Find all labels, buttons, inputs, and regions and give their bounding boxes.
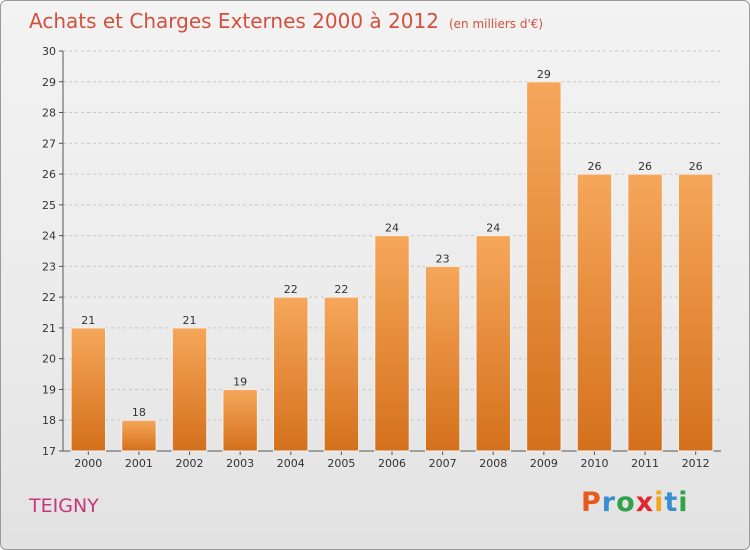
y-tick-label: 19 <box>42 383 56 396</box>
x-tick-label: 2009 <box>530 457 558 470</box>
bar-value-label: 21 <box>183 314 197 327</box>
bars <box>70 81 714 452</box>
bar-value-label: 22 <box>334 283 348 296</box>
bar <box>171 327 208 452</box>
bar <box>475 235 511 452</box>
x-tick-label: 2002 <box>176 457 204 470</box>
y-tick-label: 25 <box>42 199 56 212</box>
bar <box>273 296 309 452</box>
y-tick-label: 30 <box>42 45 56 58</box>
bar <box>627 173 663 452</box>
bar <box>121 419 157 452</box>
bar-value-label: 19 <box>233 375 247 388</box>
y-tick-label: 23 <box>42 260 56 273</box>
logo-letter: x <box>635 487 655 518</box>
y-tick-label: 26 <box>42 168 56 181</box>
bar-value-label: 23 <box>436 252 450 265</box>
bar-value-label: 22 <box>284 283 298 296</box>
y-tick-label: 28 <box>42 107 56 120</box>
y-tick-label: 20 <box>42 353 56 366</box>
x-tick-label: 2004 <box>277 457 305 470</box>
bar <box>576 173 613 452</box>
y-tick-label: 29 <box>42 76 56 89</box>
location-label: TEIGNY <box>29 495 99 517</box>
bar <box>526 81 562 452</box>
chart-title-text: Achats et Charges Externes 2000 à 2012 <box>29 9 439 33</box>
bar-value-label: 26 <box>587 160 601 173</box>
bar-value-label: 24 <box>486 222 500 235</box>
y-tick-label: 27 <box>42 137 56 150</box>
logo-letter: r <box>601 487 617 518</box>
bar <box>424 265 461 452</box>
x-tick-label: 2007 <box>429 457 457 470</box>
bar <box>70 327 107 452</box>
x-tick-label: 2000 <box>74 457 102 470</box>
x-tick-label: 2006 <box>378 457 406 470</box>
x-tick-label: 2001 <box>125 457 153 470</box>
x-tick-label: 2005 <box>327 457 355 470</box>
logo-letter: t <box>664 487 679 518</box>
labels: 17 18 19 20 21 22 23 24 25 26 27 28 29 30 21 2000 18 2001… <box>42 45 710 470</box>
bar-value-label: 21 <box>81 314 95 327</box>
bar-value-label: 26 <box>689 160 703 173</box>
x-tick-label: 2003 <box>226 457 254 470</box>
y-tick-label: 22 <box>42 291 56 304</box>
y-tick-label: 24 <box>42 230 56 243</box>
bar <box>323 296 360 452</box>
x-tick-label: 2010 <box>580 457 608 470</box>
logo-letter: o <box>616 487 636 518</box>
bar <box>222 388 258 452</box>
x-tick-label: 2011 <box>631 457 659 470</box>
bar-value-label: 24 <box>385 222 399 235</box>
bar-value-label: 26 <box>638 160 652 173</box>
chart-subtitle: (en milliers d'€) <box>448 17 544 31</box>
logo-letter: i <box>654 487 665 518</box>
y-tick-label: 21 <box>42 322 56 335</box>
x-tick-label: 2012 <box>682 457 710 470</box>
bar-value-label: 18 <box>132 406 146 419</box>
bar <box>374 235 410 452</box>
y-tick-label: 18 <box>42 414 56 427</box>
bar-value-label: 29 <box>537 68 551 81</box>
x-tick-label: 2008 <box>479 457 507 470</box>
y-tick-label: 17 <box>42 445 56 458</box>
chart-title: Achats et Charges Externes 2000 à 2012 (e… <box>29 9 543 33</box>
bar <box>677 173 714 452</box>
logo-letter: P <box>581 487 602 518</box>
logo-letter: i <box>678 487 689 518</box>
proxiti-logo: Proxiti <box>581 487 689 518</box>
